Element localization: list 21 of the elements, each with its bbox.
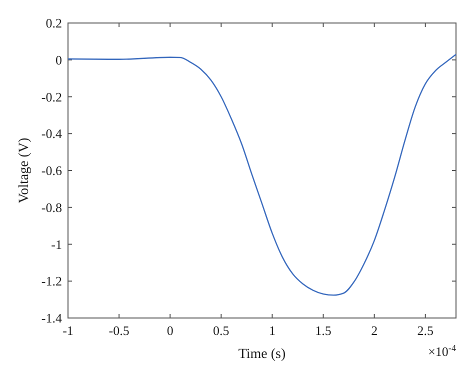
y-axis-title: Voltage (V) [17, 137, 32, 204]
x-axis-title: Time (s) [238, 347, 286, 362]
x-tick-label: -1 [62, 323, 74, 338]
y-tick-label: -0.8 [41, 200, 62, 215]
x-tick-label: 1.5 [315, 323, 332, 338]
y-tick-label: 0.2 [46, 16, 62, 30]
y-tick-label: -0.6 [41, 163, 62, 178]
y-tick-label: -1 [51, 236, 62, 252]
text: ×10$^{-4}$ [428, 343, 456, 359]
y-tick-label: 0 [56, 52, 62, 68]
x-tick-label: 2.5 [417, 323, 434, 338]
x-tick-label: 0 [166, 323, 174, 338]
x-tick-label: 1 [268, 323, 276, 338]
x-tick-label: -0.5 [108, 323, 130, 338]
y-tick-label: -0.2 [41, 89, 62, 104]
line-series [67, 54, 457, 296]
y-tick-label: -1.4 [41, 310, 62, 326]
x-tick-label: 2 [371, 323, 378, 338]
y-tick-label: -1.2 [41, 274, 62, 289]
x-tick-label: 0.5 [213, 323, 230, 338]
y-tick-label: -0.4 [41, 126, 62, 142]
